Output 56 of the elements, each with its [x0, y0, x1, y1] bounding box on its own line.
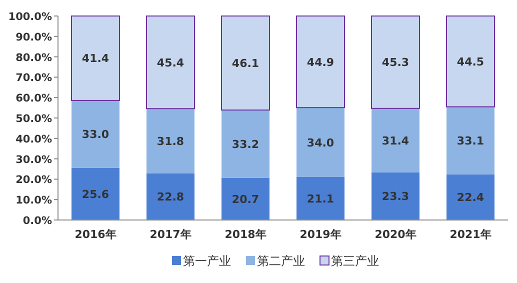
y-tick-label: 50.0% [16, 113, 52, 125]
bar [372, 172, 420, 220]
bar [222, 110, 270, 178]
x-tick-label: 2019年 [300, 228, 342, 241]
y-tick-label: 60.0% [16, 92, 52, 105]
data-label: 23.3 [382, 190, 410, 204]
data-label: 31.8 [156, 135, 184, 148]
x-tick-label: 2016年 [74, 228, 116, 241]
data-label: 25.6 [82, 188, 110, 201]
data-label: 22.8 [156, 190, 184, 204]
data-label: 41.4 [82, 52, 110, 66]
bar [446, 16, 495, 108]
bar [146, 16, 195, 110]
data-label: 44.9 [306, 56, 334, 69]
y-tick-label: 10.0% [16, 194, 52, 207]
bar [372, 108, 420, 172]
bar [72, 168, 120, 220]
legend-label: 第一产业 [183, 254, 231, 268]
data-label: 21.1 [306, 192, 334, 206]
bar [296, 176, 344, 220]
x-tick-label: 2021年 [450, 228, 492, 241]
bar [72, 100, 120, 168]
x-tick-label: 2018年 [224, 228, 266, 241]
bar [371, 16, 420, 109]
data-label: 45.3 [382, 56, 410, 70]
data-label: 45.4 [156, 56, 184, 70]
y-tick-label: 0.0% [22, 215, 52, 227]
bar [296, 16, 345, 108]
bar [71, 16, 120, 101]
y-tick-label: 90.0% [16, 31, 52, 44]
data-label: 34.0 [306, 136, 334, 150]
bar [446, 174, 494, 220]
data-label: 20.7 [232, 192, 260, 206]
data-label: 46.1 [232, 57, 260, 70]
x-tick-label: 2020年 [374, 228, 416, 241]
bar [146, 108, 194, 174]
data-label: 33.1 [456, 134, 484, 148]
bar [446, 106, 494, 174]
legend-label: 第三产业 [331, 254, 379, 268]
x-tick-label: 2017年 [150, 228, 192, 241]
bar [222, 178, 270, 220]
data-label: 33.2 [232, 138, 260, 151]
y-tick-label: 30.0% [16, 154, 52, 166]
y-tick-label: 20.0% [16, 174, 52, 186]
legend-label: 第二产业 [257, 254, 305, 268]
data-label: 22.4 [456, 191, 484, 204]
data-label: 31.4 [382, 134, 410, 148]
y-tick-label: 100.0% [8, 11, 52, 23]
y-tick-label: 40.0% [16, 133, 52, 146]
bar [146, 173, 194, 220]
bar [296, 108, 344, 177]
data-label: 33.0 [82, 128, 110, 142]
y-tick-label: 70.0% [16, 72, 52, 84]
bar [221, 16, 270, 111]
data-label: 44.5 [456, 55, 484, 68]
y-tick-label: 80.0% [16, 52, 52, 64]
